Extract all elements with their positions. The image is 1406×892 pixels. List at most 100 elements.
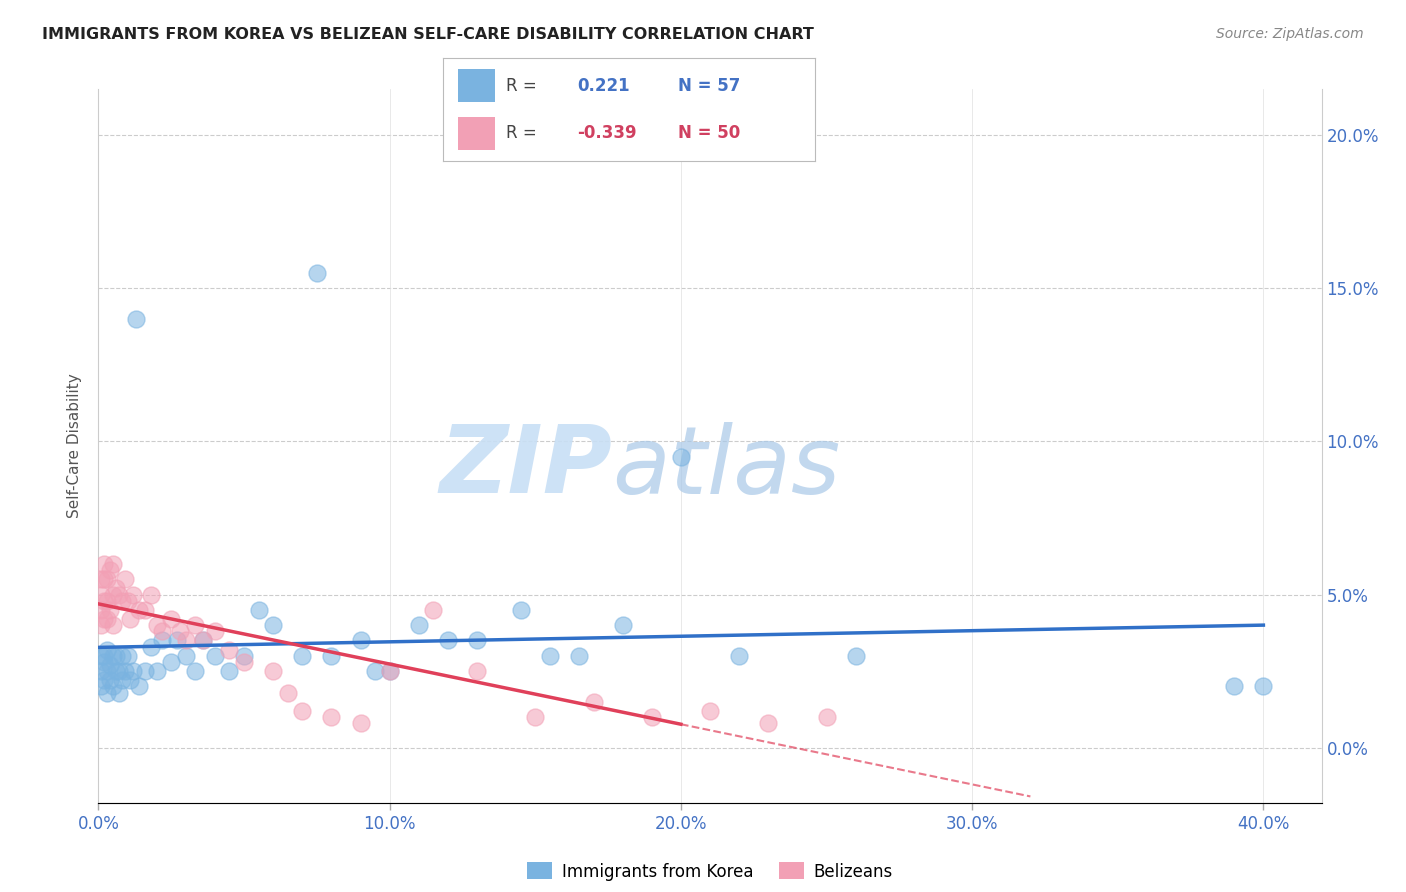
Point (139, 588, 162, 602)
Point (321, 648, 343, 663)
Text: Source: ZipAtlas.com: Source: ZipAtlas.com (1216, 27, 1364, 41)
Point (101, 648, 124, 663)
Point (93, 673, 115, 688)
Point (114, 664, 136, 678)
Point (378, 664, 401, 678)
Point (582, 695, 605, 709)
Point (104, 664, 127, 678)
Point (291, 704, 314, 718)
Text: N = 57: N = 57 (678, 77, 740, 95)
Point (291, 648, 314, 663)
Text: N = 50: N = 50 (678, 124, 740, 142)
Point (233, 648, 256, 663)
Point (90, 618, 112, 632)
Point (349, 716, 371, 731)
Point (117, 593, 139, 607)
Point (145, 664, 167, 678)
Point (134, 664, 156, 678)
Text: 0.221: 0.221 (576, 77, 630, 95)
Point (96, 685, 118, 699)
Point (98, 603, 121, 617)
Point (96, 642, 118, 657)
Point (408, 618, 430, 632)
Point (90, 680, 112, 694)
Point (122, 588, 145, 602)
Point (111, 593, 134, 607)
Point (93, 572, 115, 586)
Point (538, 648, 561, 663)
Point (93, 648, 115, 663)
Text: ZIP: ZIP (439, 421, 612, 514)
Point (108, 685, 131, 699)
Point (728, 648, 751, 663)
Point (117, 648, 139, 663)
Point (111, 648, 134, 663)
Point (98, 563, 121, 577)
Point (321, 710, 343, 724)
Point (378, 664, 401, 678)
Point (104, 648, 127, 663)
Point (96, 664, 118, 678)
Point (111, 673, 134, 688)
Point (641, 710, 664, 724)
Point (364, 664, 387, 678)
Point (845, 648, 868, 663)
Point (193, 633, 215, 648)
Point (120, 673, 142, 688)
Point (96, 572, 118, 586)
Point (101, 557, 124, 571)
Point (166, 633, 188, 648)
Point (98, 657, 121, 672)
Point (96, 593, 118, 607)
Point (90, 603, 112, 617)
Point (509, 603, 531, 617)
Point (101, 588, 124, 602)
Point (101, 680, 124, 694)
Point (101, 618, 124, 632)
Point (183, 618, 205, 632)
Point (122, 664, 145, 678)
Point (465, 633, 488, 648)
FancyBboxPatch shape (458, 70, 495, 102)
Point (90, 664, 112, 678)
Point (277, 685, 299, 699)
Point (174, 633, 197, 648)
Point (128, 680, 150, 694)
Point (120, 612, 142, 626)
Text: R =: R = (506, 77, 537, 95)
Point (160, 612, 183, 626)
Point (125, 312, 148, 326)
Point (233, 655, 256, 669)
Point (218, 642, 240, 657)
Text: atlas: atlas (612, 422, 841, 513)
Point (568, 648, 591, 663)
Point (90, 588, 112, 602)
Point (108, 664, 131, 678)
Point (193, 633, 215, 648)
Point (669, 450, 692, 464)
Point (756, 716, 779, 731)
Point (93, 593, 115, 607)
Point (93, 655, 115, 669)
Point (1253, 680, 1275, 694)
Point (160, 655, 183, 669)
Point (98, 673, 121, 688)
Text: IMMIGRANTS FROM KOREA VS BELIZEAN SELF-CARE DISABILITY CORRELATION CHART: IMMIGRANTS FROM KOREA VS BELIZEAN SELF-C… (42, 27, 814, 42)
Point (90, 648, 112, 663)
Point (139, 640, 162, 654)
Point (104, 582, 127, 596)
Y-axis label: Self-Care Disability: Self-Care Disability (67, 374, 83, 518)
Point (305, 266, 328, 280)
Point (145, 618, 167, 632)
Point (218, 664, 240, 678)
Point (169, 624, 191, 639)
Text: R =: R = (506, 124, 537, 142)
Text: -0.339: -0.339 (576, 124, 637, 142)
Point (422, 603, 444, 617)
Point (437, 633, 460, 648)
Point (96, 612, 118, 626)
Point (128, 603, 150, 617)
Point (183, 664, 205, 678)
Point (93, 557, 115, 571)
Point (612, 618, 634, 632)
